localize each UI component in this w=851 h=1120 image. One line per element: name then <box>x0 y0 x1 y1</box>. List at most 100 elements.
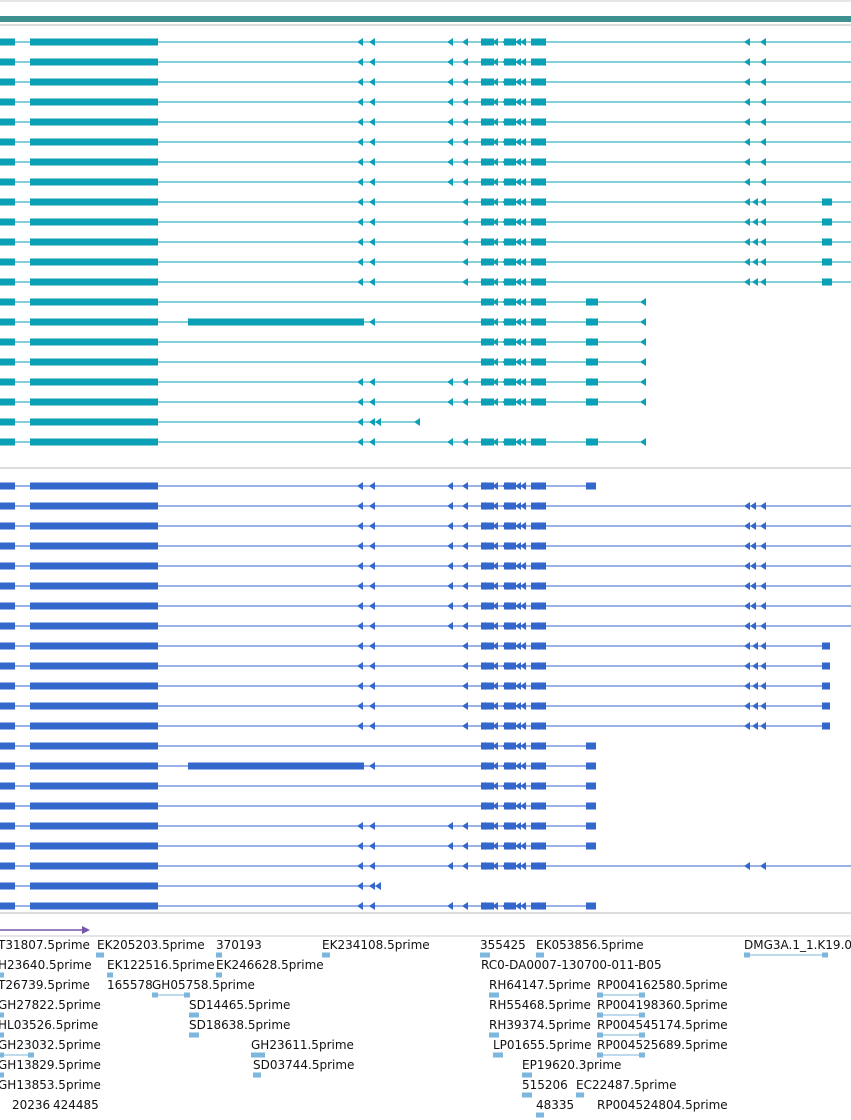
est-label[interactable]: GH13853.5prime <box>0 1078 101 1092</box>
transcript-track[interactable] <box>0 482 596 490</box>
est-label[interactable]: RP004545174.5prime <box>597 1018 728 1032</box>
transcript-track[interactable] <box>0 298 646 306</box>
est-label[interactable]: GH05758.5prime <box>152 978 255 992</box>
est-label[interactable]: RH64147.5prime <box>489 978 591 992</box>
est-label[interactable]: RP004525689.5prime <box>597 1038 728 1052</box>
transcript-track[interactable] <box>0 702 830 710</box>
transcript-track[interactable] <box>0 882 381 890</box>
est-label[interactable]: RH39374.5prime <box>489 1018 591 1032</box>
est-label[interactable]: RP004524804.5prime <box>597 1098 728 1112</box>
est-label[interactable]: LP01655.5prime <box>493 1038 592 1052</box>
strand-arrowhead <box>760 198 766 206</box>
est-label[interactable]: HL03526.5prime <box>0 1018 98 1032</box>
strand-arrowhead <box>515 542 521 550</box>
transcript-track[interactable] <box>0 118 851 126</box>
transcript-track[interactable] <box>0 398 646 406</box>
exon-block <box>30 702 158 710</box>
est-label[interactable]: SD18638.5prime <box>189 1018 290 1032</box>
transcript-track[interactable] <box>0 138 851 146</box>
strand-arrow <box>0 926 90 934</box>
est-label[interactable]: 370193 <box>216 938 262 952</box>
strand-arrowhead <box>744 702 750 710</box>
strand-arrowhead <box>492 582 498 590</box>
exon-block <box>504 742 516 750</box>
est-label[interactable]: GH23611.5prime <box>251 1038 354 1052</box>
est-label[interactable]: EK246628.5prime <box>216 958 324 972</box>
transcript-track[interactable] <box>0 722 830 730</box>
exon-block <box>0 902 15 910</box>
est-label[interactable]: GH27822.5prime <box>0 998 101 1012</box>
strand-arrowhead <box>744 722 750 730</box>
transcript-track[interactable] <box>0 198 851 206</box>
est-label[interactable]: RH55468.5prime <box>489 998 591 1012</box>
strand-arrowhead <box>520 502 526 510</box>
transcript-track[interactable] <box>0 522 851 530</box>
transcript-track[interactable] <box>0 822 596 830</box>
transcript-track[interactable] <box>0 842 596 850</box>
est-label[interactable]: 165578 <box>107 978 153 992</box>
est-label[interactable]: GH23032.5prime <box>0 1038 101 1052</box>
transcript-track[interactable] <box>0 218 851 226</box>
est-label[interactable]: EK122516.5prime <box>107 958 215 972</box>
strand-arrowhead <box>640 338 646 346</box>
est-label[interactable]: EK205203.5prime <box>97 938 205 952</box>
exon-block <box>0 438 15 446</box>
transcript-track[interactable] <box>0 258 851 266</box>
est-label[interactable]: 515206 <box>522 1078 568 1092</box>
est-label[interactable]: GH13829.5prime <box>0 1058 101 1072</box>
transcript-track[interactable] <box>0 158 851 166</box>
est-label[interactable]: RC0-DA0007-130700-011-B05 <box>481 958 662 972</box>
transcript-track[interactable] <box>0 682 830 690</box>
transcript-track[interactable] <box>0 762 596 770</box>
transcript-track[interactable] <box>0 782 596 790</box>
est-label[interactable]: H23640.5prime <box>0 958 92 972</box>
transcript-track[interactable] <box>0 378 646 386</box>
transcript-track[interactable] <box>0 178 851 186</box>
exon-block <box>504 522 516 530</box>
est-label[interactable]: EC22487.5prime <box>576 1078 677 1092</box>
transcript-track[interactable] <box>0 602 851 610</box>
transcript-track[interactable] <box>0 502 851 510</box>
transcript-track[interactable] <box>0 902 596 910</box>
strand-arrowhead <box>744 862 750 870</box>
transcript-track[interactable] <box>0 802 596 810</box>
est-label[interactable]: EK234108.5prime <box>322 938 430 952</box>
strand-arrowhead <box>357 158 363 166</box>
transcript-track[interactable] <box>0 642 830 650</box>
transcript-track[interactable] <box>0 562 851 570</box>
strand-arrowhead <box>369 198 375 206</box>
est-label[interactable]: EK053856.5prime <box>536 938 644 952</box>
exon-block <box>0 822 15 830</box>
transcript-track[interactable] <box>0 622 851 630</box>
transcript-track[interactable] <box>0 742 596 750</box>
strand-arrowhead <box>369 882 375 890</box>
est-label[interactable]: 424485 <box>53 1098 99 1112</box>
transcript-track[interactable] <box>0 238 851 246</box>
transcript-track[interactable] <box>0 318 646 326</box>
est-label[interactable]: DMG3A.1_1.K19.0 <box>744 938 851 952</box>
transcript-track[interactable] <box>0 38 851 46</box>
transcript-track[interactable] <box>0 542 851 550</box>
est-label[interactable]: T31807.5prime <box>0 938 90 952</box>
est-label[interactable]: EP19620.3prime <box>522 1058 621 1072</box>
transcript-track[interactable] <box>0 278 851 286</box>
est-label[interactable]: SD14465.5prime <box>189 998 290 1012</box>
est-label[interactable]: SD03744.5prime <box>253 1058 354 1072</box>
est-label[interactable]: RP004162580.5prime <box>597 978 728 992</box>
est-label[interactable]: T26739.5prime <box>0 978 90 992</box>
transcript-track[interactable] <box>0 338 646 346</box>
transcript-track[interactable] <box>0 582 851 590</box>
est-label[interactable]: 48335 <box>536 1098 574 1112</box>
transcript-track[interactable] <box>0 58 851 66</box>
transcript-track[interactable] <box>0 78 851 86</box>
transcript-track[interactable] <box>0 662 830 670</box>
est-label[interactable]: RP004198360.5prime <box>597 998 728 1012</box>
transcript-track[interactable] <box>0 418 420 426</box>
est-label[interactable]: 355425 <box>480 938 526 952</box>
exon-block <box>481 198 494 206</box>
transcript-track[interactable] <box>0 438 646 446</box>
est-label[interactable]: 20236 <box>12 1098 50 1112</box>
transcript-track[interactable] <box>0 358 646 366</box>
transcript-track[interactable] <box>0 862 851 870</box>
transcript-track[interactable] <box>0 98 851 106</box>
